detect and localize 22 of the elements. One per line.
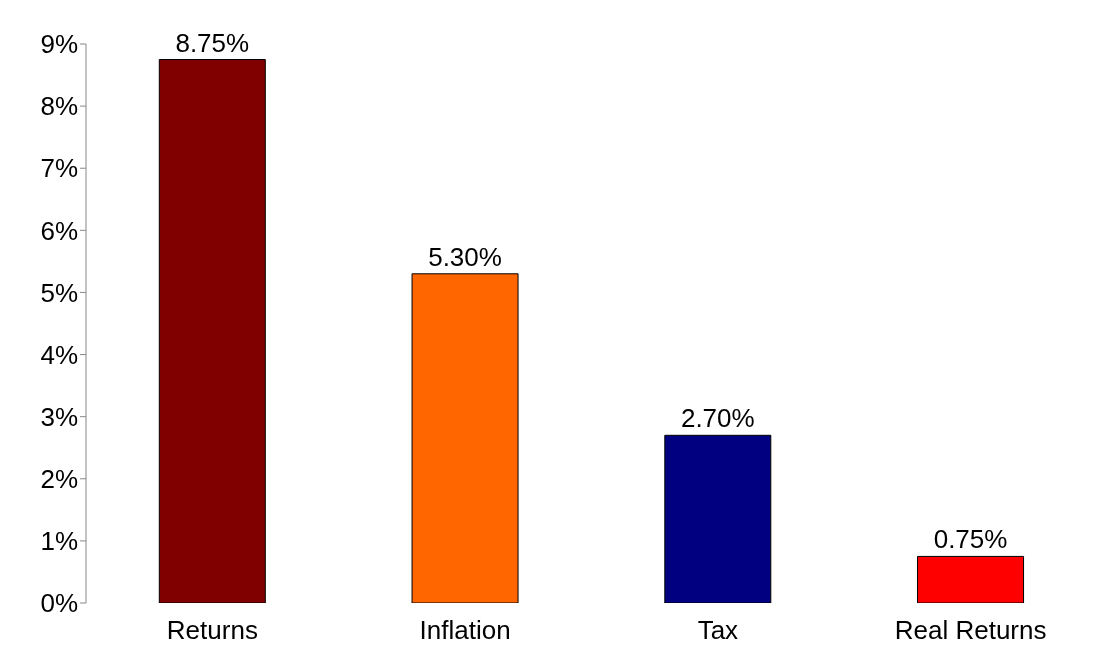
y-tick-label: 4% — [40, 339, 78, 370]
y-tick-label: 8% — [40, 91, 78, 122]
bar — [158, 59, 266, 603]
data-label: 5.30% — [428, 241, 502, 272]
bar — [411, 273, 519, 603]
y-tick-label: 5% — [40, 277, 78, 308]
y-tick-label: 9% — [40, 29, 78, 60]
x-tick-label: Tax — [697, 615, 739, 646]
data-label: 0.75% — [933, 524, 1008, 555]
x-tick-label: Returns — [166, 615, 258, 646]
y-tick-label: 7% — [40, 153, 78, 184]
bar — [917, 555, 1025, 603]
y-tick-label: 0% — [40, 588, 78, 619]
x-tick-label: Inflation — [419, 615, 511, 646]
x-tick-label: Real Returns — [894, 615, 1047, 646]
y-tick-label: 3% — [40, 401, 78, 432]
y-tick-label: 1% — [40, 526, 78, 557]
data-label: 2.70% — [680, 403, 755, 434]
bar — [664, 434, 772, 603]
data-label: 8.75% — [175, 27, 250, 58]
y-tick-label: 2% — [40, 464, 78, 495]
y-tick-label: 6% — [40, 215, 78, 246]
